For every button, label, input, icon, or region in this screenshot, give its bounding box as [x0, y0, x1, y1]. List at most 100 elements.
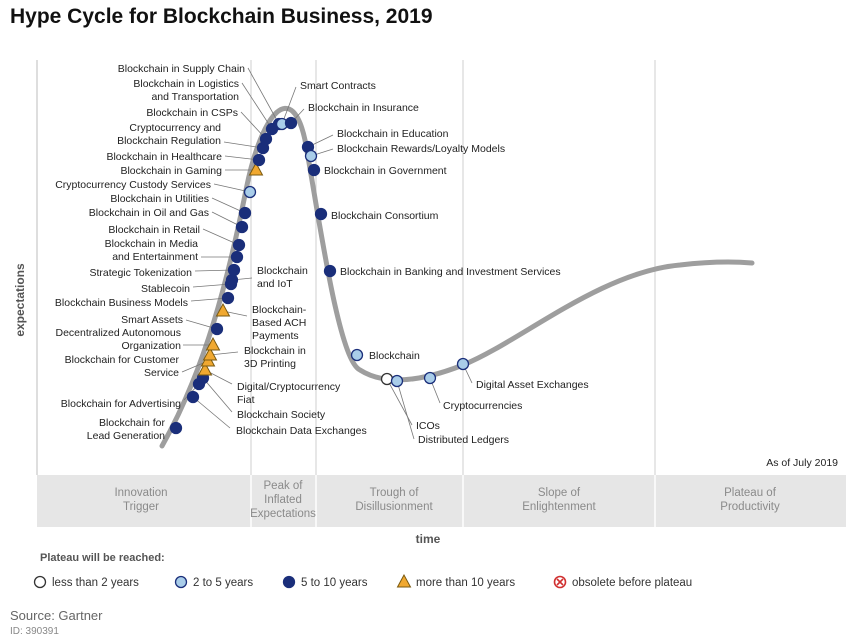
leader-stablecoin: [192, 283, 232, 288]
label-blockchain: Blockchain: [369, 350, 420, 362]
source-id: ID: 390391: [10, 626, 59, 637]
label-blockchain-for-customer-service: Blockchain for Customer Service: [65, 354, 180, 379]
legend-marker-5to10: [282, 575, 296, 589]
marker-blockchain-based-ach-payments: [215, 302, 231, 317]
label-blockchain-and-iot: Blockchain and IoT: [257, 265, 308, 290]
as-of-date: As of July 2019: [766, 457, 838, 469]
phase-label-trough-of-disillusionment: Trough of Disillusionment: [355, 487, 433, 513]
phase-band: [37, 475, 846, 527]
label-cryptocurrencies: Cryptocurrencies: [443, 400, 522, 412]
label-blockchain-in-oil-and-gas: Blockchain in Oil and Gas: [89, 207, 209, 219]
leader-blockchain-society: [202, 377, 233, 413]
marker-icos: [380, 372, 394, 386]
leader-blockchain-data-exchanges: [192, 396, 231, 429]
leader-distributed-ledgers: [396, 380, 415, 440]
label-blockchain-in-healthcare: Blockchain in Healthcare: [106, 151, 222, 163]
label-icos: ICOs: [416, 420, 440, 432]
leader-blockchain-in-supply-chain: [247, 67, 280, 125]
marker-blockchain-consortium: [314, 207, 328, 221]
legend-marker-2to5: [174, 575, 188, 589]
marker-digital-asset-exchanges: [456, 357, 470, 371]
label-digital-asset-exchanges: Digital Asset Exchanges: [476, 379, 589, 391]
leader-blockchain-business-models: [190, 297, 229, 302]
label-blockchain-in-education: Blockchain in Education: [337, 128, 449, 140]
phase-label-slope-of-enlightenment: Slope of Enlightenment: [522, 487, 596, 513]
legend-marker-lt2: [33, 575, 47, 589]
x-axis-label: time: [416, 532, 441, 546]
marker-blockchain-in-oil-and-gas: [235, 220, 249, 234]
label-blockchain-in-government: Blockchain in Government: [324, 165, 447, 177]
marker-blockchain-rewards-loyalty-models: [304, 149, 318, 163]
marker-blockchain-and-iot: [225, 273, 239, 287]
marker-cryptocurrency-custody-services: [243, 185, 257, 199]
marker-blockchain-in-healthcare: [252, 153, 266, 167]
marker-blockchain-in-government: [307, 163, 321, 177]
legend-label-lt2: less than 2 years: [52, 577, 139, 589]
label-cryptocurrency-and-blockchain-regulation: Cryptocurrency and Blockchain Regulation: [117, 122, 221, 147]
marker-blockchain-data-exchanges: [186, 390, 200, 404]
marker-blockchain-in-csps: [259, 132, 273, 146]
phase-label-peak-of-inflated-expectations: Peak of Inflated Expectations: [250, 480, 316, 520]
label-digital-cryptocurrency-fiat: Digital/Cryptocurrency Fiat: [237, 381, 341, 406]
label-strategic-tokenization: Strategic Tokenization: [89, 267, 192, 279]
label-blockchain-for-lead-generation: Blockchain for Lead Generation: [87, 417, 166, 442]
legend-marker-gt10: [396, 573, 412, 588]
marker-strategic-tokenization: [227, 263, 241, 277]
legend-label-obsolete: obsolete before plateau: [572, 577, 692, 589]
legend-label-gt10: more than 10 years: [416, 577, 515, 589]
label-blockchain-society: Blockchain Society: [237, 409, 326, 421]
legend-label-2to5: 2 to 5 years: [193, 577, 253, 589]
marker-blockchain-in-media-and-entertainment: [230, 250, 244, 264]
label-distributed-ledgers: Distributed Ledgers: [418, 434, 509, 446]
legend-label-5to10: 5 to 10 years: [301, 577, 368, 589]
marker-blockchain-in-insurance: [284, 116, 298, 130]
chart-title: Hype Cycle for Blockchain Business, 2019: [10, 5, 433, 28]
marker-decentralized-autonomous-organization: [205, 336, 221, 351]
label-blockchain-in-utilities: Blockchain in Utilities: [110, 193, 209, 205]
point-labels: Blockchain for Lead Generation Blockchain …: [55, 63, 589, 446]
label-blockchain-in-csps: Blockchain in CSPs: [146, 107, 238, 119]
marker-digital-cryptocurrency-fiat: [197, 361, 213, 376]
label-blockchain-in-retail: Blockchain in Retail: [108, 224, 200, 236]
marker-blockchain-in-gaming: [248, 161, 264, 176]
phase-label-plateau-of-productivity: Plateau of Productivity: [720, 487, 780, 513]
marker-blockchain-in-retail: [232, 238, 246, 252]
source-text: Source: Gartner: [10, 608, 103, 623]
leader-strategic-tokenization: [194, 269, 235, 272]
legend-title: Plateau will be reached:: [40, 552, 165, 564]
label-blockchain-consortium: Blockchain Consortium: [331, 210, 439, 222]
label-blockchain-in-banking-and-investment-services: Blockchain in Banking and Investment Ser…: [340, 266, 561, 278]
label-blockchain-in-3d-printing: Blockchain in 3D Printing: [244, 345, 306, 370]
markers: [169, 116, 470, 435]
phase-labels: Innovation Trigger Peak of Inflated Expectat…: [114, 480, 780, 520]
marker-blockchain-for-lead-generation: [169, 421, 183, 435]
label-cryptocurrency-custody-services: Cryptocurrency Custody Services: [55, 179, 211, 191]
label-smart-assets: Smart Assets: [121, 314, 183, 326]
marker-distributed-ledgers: [390, 374, 404, 388]
label-blockchain-in-media-and-entertainment: Blockchain in Media and Entertainment: [105, 238, 199, 263]
legend: less than 2 years 2 to 5 years 5 to 10 yea…: [33, 573, 692, 589]
marker-blockchain: [350, 348, 364, 362]
marker-blockchain-in-3d-printing: [202, 346, 218, 361]
label-blockchain-for-advertising: Blockchain for Advertising: [61, 398, 181, 410]
marker-blockchain-in-utilities: [238, 206, 252, 220]
marker-blockchain-in-banking-and-investment-services: [323, 264, 337, 278]
label-blockchain-in-insurance: Blockchain in Insurance: [308, 102, 419, 114]
leader-cryptocurrency-and-blockchain-regulation: [223, 141, 264, 149]
label-decentralized-autonomous-organization: Decentralized Autonomous Organization: [56, 327, 182, 352]
label-blockchain-data-exchanges: Blockchain Data Exchanges: [236, 425, 367, 437]
label-blockchain-rewards-loyalty-models: Blockchain Rewards/Loyalty Models: [337, 143, 505, 155]
label-blockchain-business-models: Blockchain Business Models: [55, 297, 188, 309]
marker-cryptocurrencies: [423, 371, 437, 385]
leader-blockchain-in-3d-printing: [209, 351, 239, 356]
leader-blockchain-in-retail: [202, 228, 240, 246]
marker-smart-assets: [210, 322, 224, 336]
leader-smart-contracts: [281, 86, 297, 125]
label-blockchain-in-gaming: Blockchain in Gaming: [120, 165, 222, 177]
legend-marker-obsolete: [553, 575, 567, 589]
phase-label-innovation-trigger: Innovation Trigger: [114, 487, 167, 513]
marker-blockchain-business-models: [221, 291, 235, 305]
label-stablecoin: Stablecoin: [141, 283, 190, 295]
leader-blockchain-in-logistics-and-transportation: [241, 82, 273, 130]
